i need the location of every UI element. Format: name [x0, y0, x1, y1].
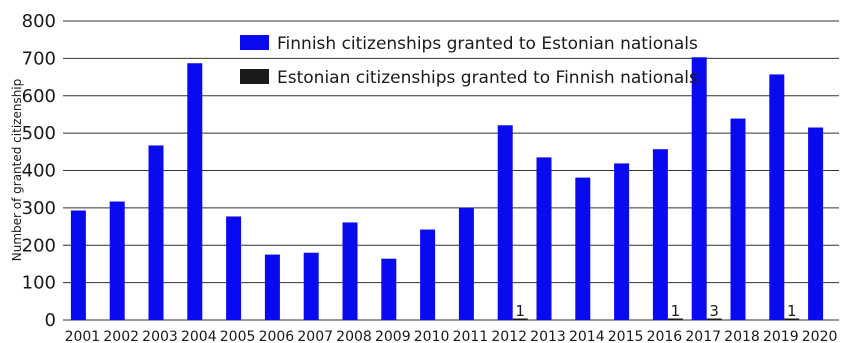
legend-swatch-finnish: [240, 35, 269, 50]
bar-finnish-2002: [109, 201, 125, 320]
bar-finnish-2019: [769, 74, 785, 320]
bar-finnish-2016: [652, 149, 668, 320]
x-tick-label-2001: 2001: [65, 329, 101, 343]
x-tick-label-2003: 2003: [142, 329, 178, 343]
bar-finnish-2006: [264, 254, 280, 320]
bar-estonian-2012: [512, 318, 528, 320]
data-labels: 1 1 3 1: [515, 302, 796, 320]
data-label-estonian-2016: 1: [671, 302, 681, 320]
y-tick-label-800: 800: [22, 11, 56, 32]
bar-finnish-2001: [70, 210, 86, 320]
x-tick-label-2008: 2008: [336, 329, 372, 343]
x-tick-label-2007: 2007: [297, 329, 333, 343]
data-label-estonian-2012: 1: [515, 302, 525, 320]
y-tick-label-600: 600: [22, 86, 56, 107]
bar-finnish-2018: [730, 118, 746, 320]
x-tick-label-2013: 2013: [530, 329, 566, 343]
x-tick-label-2004: 2004: [181, 329, 217, 343]
y-tick-label-300: 300: [22, 198, 56, 219]
bar-finnish-2020: [808, 127, 824, 320]
bar-finnish-2005: [226, 216, 242, 320]
y-axis-label: Number of granted citizenship: [10, 79, 24, 262]
y-axis-ticks: 0 100 200 300 400 500 600 700 800: [22, 11, 56, 331]
bar-finnish-2015: [614, 163, 630, 320]
legend: Finnish citizenships granted to Estonian…: [240, 34, 698, 88]
x-tick-label-2012: 2012: [491, 329, 527, 343]
legend-label-finnish: Finnish citizenships granted to Estonian…: [277, 34, 698, 54]
y-tick-label-500: 500: [22, 123, 56, 144]
bar-finnish-2011: [458, 207, 474, 320]
y-tick-label-200: 200: [22, 235, 56, 256]
bar-finnish-2008: [342, 222, 358, 320]
data-label-estonian-2017: 3: [709, 302, 719, 320]
x-tick-label-2009: 2009: [375, 329, 411, 343]
bars: [70, 57, 824, 321]
bar-estonian-2016: [667, 318, 683, 320]
bar-finnish-2007: [303, 252, 319, 320]
y-tick-label-700: 700: [22, 48, 56, 69]
x-tick-label-2011: 2011: [453, 329, 489, 343]
legend-label-estonian: Estonian citizenships granted to Finnish…: [277, 68, 698, 88]
bar-finnish-2012: [497, 125, 513, 321]
bar-finnish-2009: [381, 258, 397, 320]
bar-finnish-2010: [420, 229, 436, 320]
x-tick-label-2006: 2006: [259, 329, 295, 343]
x-tick-label-2019: 2019: [763, 329, 799, 343]
bar-estonian-2019: [784, 318, 800, 320]
x-tick-label-2014: 2014: [569, 329, 605, 343]
bar-finnish-2003: [148, 145, 164, 320]
x-tick-label-2017: 2017: [685, 329, 721, 343]
y-tick-label-100: 100: [22, 273, 56, 294]
x-tick-label-2002: 2002: [103, 329, 139, 343]
bar-finnish-2013: [536, 157, 552, 320]
data-label-estonian-2019: 1: [787, 302, 797, 320]
x-tick-label-2020: 2020: [802, 329, 838, 343]
x-tick-label-2015: 2015: [608, 329, 644, 343]
x-tick-label-2005: 2005: [220, 329, 256, 343]
bar-estonian-2017: [706, 318, 722, 320]
bar-finnish-2014: [575, 177, 591, 320]
gridlines: [63, 20, 839, 321]
x-tick-label-2016: 2016: [647, 329, 683, 343]
y-tick-label-400: 400: [22, 161, 56, 182]
bar-finnish-2017: [691, 57, 707, 320]
x-tick-label-2018: 2018: [724, 329, 760, 343]
y-tick-label-0: 0: [45, 310, 56, 331]
x-axis-ticks: 2001 2002 2003 2004 2005 2006 2007 2008 2009 2010…: [65, 329, 838, 343]
x-tick-label-2010: 2010: [414, 329, 450, 343]
legend-swatch-estonian: [240, 69, 269, 84]
bar-finnish-2004: [187, 63, 203, 320]
